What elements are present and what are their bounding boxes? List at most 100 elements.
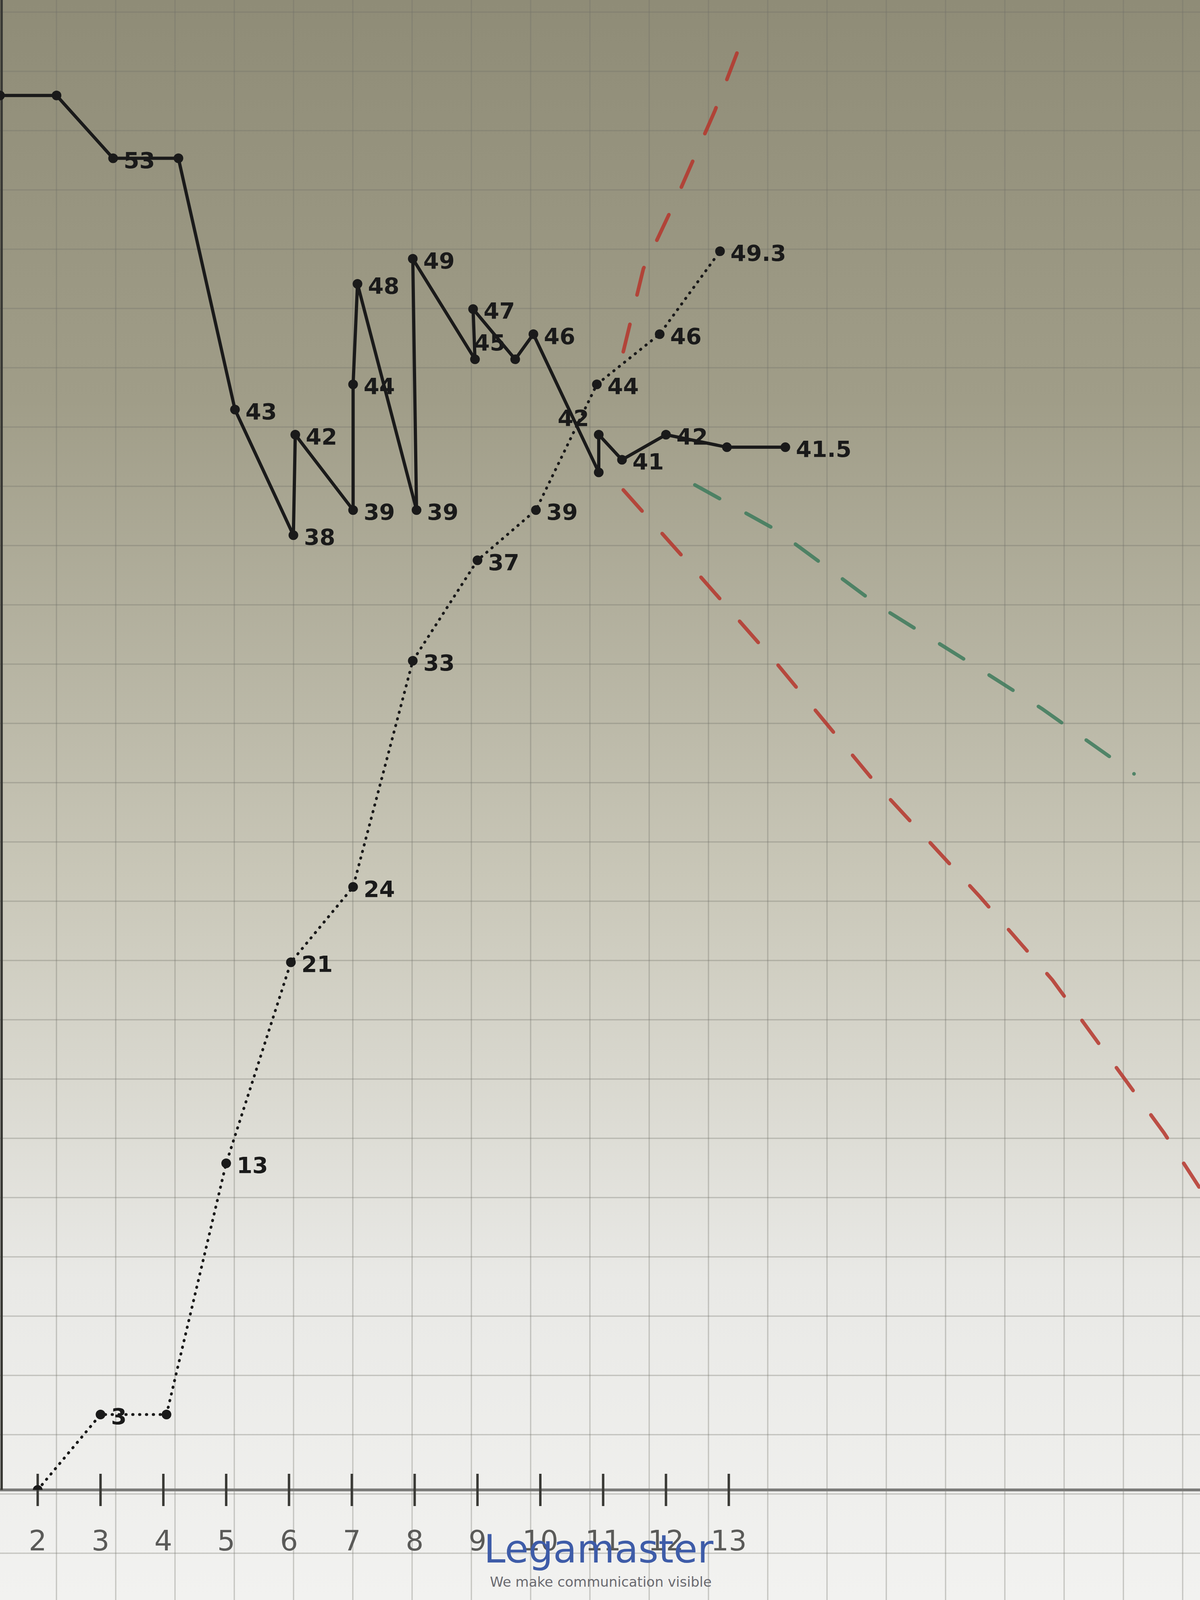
series — [623, 489, 1200, 1189]
data-label: 39 — [427, 498, 459, 525]
series-line — [623, 30, 746, 353]
board-line — [352, 0, 354, 1600]
board-line — [233, 0, 236, 1600]
x-tick-label: 7 — [342, 1524, 361, 1558]
data-label: 49 — [423, 247, 455, 274]
point — [352, 279, 363, 289]
point — [285, 957, 296, 967]
point — [161, 1409, 172, 1420]
axes: 2345678910111213 — [0, 0, 1200, 1558]
point — [593, 429, 604, 440]
board-line — [0, 960, 1200, 962]
board-line — [0, 189, 1200, 191]
point — [173, 153, 184, 164]
board-line — [0, 1137, 1200, 1140]
point — [411, 505, 422, 515]
chart: 2345678910111213534338423944483949474546… — [0, 0, 1200, 1600]
board-line — [470, 0, 473, 1600]
board-line — [0, 11, 1200, 13]
board-line — [1182, 0, 1184, 1600]
data-label: 42 — [305, 423, 338, 450]
data-label: 47 — [483, 297, 515, 324]
point — [51, 90, 62, 101]
x-tick — [350, 1473, 354, 1507]
series-line — [37, 251, 721, 1490]
point — [290, 429, 300, 440]
x-tick — [727, 1473, 730, 1507]
board-line — [648, 0, 650, 1600]
data-label: 33 — [423, 649, 455, 676]
point — [408, 656, 418, 666]
brand: Legamaster — [483, 1526, 714, 1572]
series — [623, 30, 746, 353]
series — [32, 246, 725, 1490]
board-line — [1004, 0, 1006, 1600]
brand-tagline: We make communication visible — [489, 1573, 712, 1590]
x-tick — [99, 1473, 102, 1507]
data-label: 41.5 — [795, 435, 852, 463]
x-tick — [664, 1473, 668, 1507]
board-grid — [0, 0, 1200, 1600]
data-label: 39 — [546, 498, 578, 525]
data-label: 42 — [676, 423, 709, 450]
board-line — [293, 0, 295, 1600]
x-tick — [225, 1473, 228, 1507]
board-line — [589, 0, 591, 1600]
data-label: 3 — [110, 1403, 127, 1430]
series-line — [0, 95, 786, 536]
point — [722, 442, 732, 453]
point — [348, 379, 359, 390]
board-line — [0, 1315, 1200, 1317]
x-tick-label: 4 — [154, 1524, 173, 1558]
annotations: LegamasterWe make communication visible — [483, 1526, 714, 1590]
x-tick-label: 13 — [710, 1524, 747, 1558]
board-line — [945, 0, 947, 1600]
board-line — [0, 1493, 1200, 1495]
board-line — [0, 1375, 1200, 1377]
board-line — [0, 841, 1200, 843]
x-tick — [413, 1473, 416, 1507]
board-line — [0, 545, 1200, 547]
board-line — [0, 1434, 1200, 1436]
x-tick-label: 8 — [405, 1524, 424, 1558]
plot-area — [0, 30, 1200, 1490]
data-label: 24 — [363, 875, 396, 903]
board-line — [0, 782, 1200, 784]
point — [108, 153, 118, 164]
series — [694, 485, 1134, 775]
y-axis-line — [0, 0, 3, 1490]
data-label: 38 — [304, 523, 336, 550]
point — [230, 404, 240, 415]
point — [510, 354, 521, 365]
board-line — [0, 1256, 1200, 1258]
board-line — [0, 1078, 1200, 1080]
x-tick — [539, 1473, 542, 1507]
data-label: 44 — [607, 372, 639, 400]
board-line — [0, 70, 1200, 73]
point — [715, 246, 725, 257]
data-label: 46 — [543, 322, 576, 350]
data-label: 44 — [363, 372, 396, 400]
data-label: 21 — [301, 950, 333, 978]
point — [661, 429, 671, 440]
board-line — [0, 308, 1200, 310]
board-line — [0, 663, 1200, 665]
x-tick — [476, 1473, 479, 1507]
x-tick-label: 3 — [91, 1524, 110, 1558]
series — [0, 90, 791, 540]
board-line — [115, 0, 117, 1600]
data-label: 13 — [236, 1152, 269, 1179]
x-tick-label: 6 — [279, 1524, 298, 1558]
board-line — [826, 0, 828, 1600]
board-line — [708, 0, 710, 1600]
data-label: 43 — [245, 398, 278, 425]
board-line — [0, 248, 1200, 250]
point — [348, 505, 359, 515]
series-line — [623, 489, 1200, 1189]
point — [221, 1158, 232, 1169]
board-line — [56, 0, 58, 1600]
data-label: 41 — [632, 448, 665, 475]
data-label: 49.3 — [730, 239, 787, 267]
board-line — [0, 1197, 1200, 1199]
board-line — [530, 0, 532, 1600]
